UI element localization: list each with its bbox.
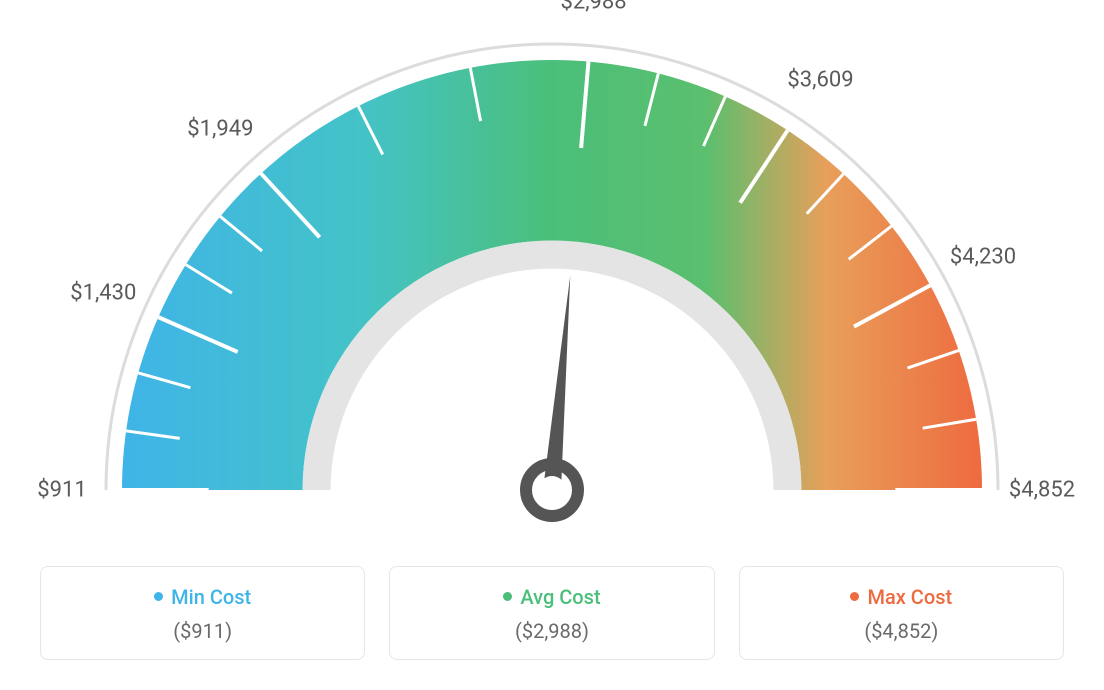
gauge-tick-label: $911 bbox=[37, 478, 86, 503]
legend-label-min: Min Cost bbox=[171, 585, 251, 609]
gauge-tick-label: $4,230 bbox=[950, 244, 1016, 269]
legend-card-max: Max Cost ($4,852) bbox=[739, 566, 1064, 660]
gauge-tick-label: $4,852 bbox=[1009, 478, 1075, 503]
gauge-tick-label: $1,949 bbox=[187, 117, 253, 142]
gauge-tick-label: $2,988 bbox=[560, 0, 626, 14]
legend-dot-min bbox=[154, 592, 163, 601]
cost-gauge-chart: $911 $1,430 $1,949 $2,988 $3,609 $4,230 $4,852… bbox=[0, 0, 1104, 690]
gauge-tick-label: $1,430 bbox=[70, 281, 136, 306]
legend-title-avg: Avg Cost bbox=[400, 585, 703, 609]
legend-card-avg: Avg Cost ($2,988) bbox=[389, 566, 714, 660]
legend-value-max: ($4,852) bbox=[750, 619, 1053, 643]
legend-label-max: Max Cost bbox=[867, 585, 952, 609]
legend-row: Min Cost ($911) Avg Cost ($2,988) Max Co… bbox=[40, 566, 1064, 660]
legend-value-avg: ($2,988) bbox=[400, 619, 703, 643]
legend-dot-avg bbox=[503, 592, 512, 601]
legend-title-max: Max Cost bbox=[750, 585, 1053, 609]
legend-title-min: Min Cost bbox=[51, 585, 354, 609]
legend-dot-max bbox=[850, 592, 859, 601]
gauge-area: $911 $1,430 $1,949 $2,988 $3,609 $4,230 $4,852 bbox=[0, 0, 1104, 540]
legend-value-min: ($911) bbox=[51, 619, 354, 643]
gauge-svg bbox=[0, 0, 1104, 540]
legend-card-min: Min Cost ($911) bbox=[40, 566, 365, 660]
legend-label-avg: Avg Cost bbox=[520, 585, 600, 609]
gauge-tick-label: $3,609 bbox=[787, 68, 853, 93]
